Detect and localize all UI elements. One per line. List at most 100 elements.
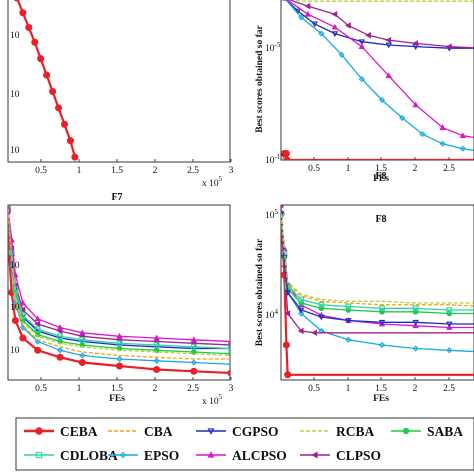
- legend-marker: [311, 451, 318, 459]
- series-ceba-point: [19, 334, 27, 342]
- series-ceba-point: [25, 23, 33, 32]
- series-ceba-line: [16, 0, 76, 158]
- y-tick-label: 10: [10, 303, 20, 313]
- series-alcpso-point: [304, 10, 312, 17]
- series-epso-point: [345, 336, 352, 343]
- legend-item-cba: CBA: [108, 424, 173, 439]
- series-cdloba-point: [345, 303, 352, 310]
- series-alcpso-line: [8, 208, 230, 343]
- series-cgpso-point: [311, 21, 318, 28]
- y-tick-label: 10: [10, 90, 20, 100]
- series-ceba-point: [37, 55, 45, 63]
- series-ceba-point: [54, 104, 63, 112]
- series-alcpso-point: [56, 324, 64, 330]
- y-tick-label: 10: [10, 261, 20, 271]
- legend-marker: [35, 427, 43, 435]
- series-cdloba-point: [12, 286, 19, 292]
- panel-title: F8: [375, 171, 386, 182]
- series-epso-point: [439, 140, 446, 147]
- x-tick-label: 2.5: [443, 384, 455, 394]
- x-tick-label: 2.5: [187, 384, 199, 394]
- series-epso-point: [8, 263, 15, 270]
- series-epso-point: [116, 355, 123, 363]
- legend-label: ALCPSO: [232, 448, 287, 463]
- x-tick-label: 1: [346, 164, 351, 174]
- series-clpso-point: [34, 320, 41, 328]
- panel-bottom-left: 0.5 1 1.5 2 2.5 3 10 10 10 x 105 FEs F7: [7, 192, 234, 407]
- x-tick-label: 1: [346, 384, 351, 394]
- legend-label: SABA: [427, 424, 463, 439]
- series-alcpso-line: [281, 213, 474, 329]
- series-clpso-line: [288, 0, 474, 49]
- series-ceba-point: [19, 9, 27, 17]
- series-epso-point: [190, 359, 197, 366]
- series-clpso-point: [281, 205, 284, 209]
- series-alcpso-point: [153, 334, 160, 341]
- x-tick-label: 1.5: [111, 384, 123, 394]
- series-cgpso-point: [378, 319, 386, 326]
- legend-marker: [119, 451, 127, 459]
- series-epso-point: [56, 347, 64, 354]
- series-rcba-line: [291, 0, 474, 2]
- y-tick-label: 10: [10, 31, 20, 41]
- legend-label: CGPSO: [232, 424, 279, 439]
- x-tick-label: 3: [229, 384, 234, 394]
- series-saba-point: [190, 349, 197, 355]
- series-epso-point: [298, 14, 305, 21]
- series-cgpso-point: [412, 319, 419, 326]
- panel-title: F8: [375, 214, 386, 225]
- series-cba-line: [281, 213, 474, 307]
- series-cgpso-point: [284, 290, 291, 296]
- series-cdloba-point: [8, 249, 15, 256]
- x-tick-label: 2.5: [187, 166, 199, 176]
- series-alcpso-point: [116, 332, 123, 339]
- series-cgpso-point: [446, 321, 453, 328]
- series-cgpso-line: [285, 0, 474, 49]
- series-epso-point: [358, 75, 365, 83]
- legend-label: CDLOBA: [60, 448, 118, 463]
- legend-box: [15, 417, 474, 471]
- series-epso-point: [412, 345, 419, 352]
- series-epso-point: [79, 352, 86, 359]
- y-axis-label: Best scores obtained so far: [255, 24, 265, 132]
- legend-marker: [207, 451, 215, 458]
- series-cba-line: [8, 208, 230, 360]
- series-epso-point: [318, 30, 325, 37]
- series-ceba-point: [56, 353, 64, 361]
- series-cdloba-point: [57, 333, 63, 340]
- legend-label: CBA: [144, 424, 173, 439]
- series-clpso-point: [365, 32, 371, 39]
- series-epso-line: [8, 208, 230, 365]
- x-tick-label: 1.5: [111, 166, 123, 176]
- series-ceba-point: [115, 362, 124, 370]
- legend-item-ceba: CEBA: [24, 424, 98, 439]
- series-cdloba-point: [318, 301, 325, 308]
- series-clpso-point: [445, 43, 452, 50]
- series-epso-point: [378, 96, 386, 104]
- x-multiplier: x 105: [202, 393, 223, 407]
- series-cdloba-line: [8, 208, 230, 350]
- x-tick-label: 2: [153, 384, 158, 394]
- series-group: [8, 205, 230, 377]
- x-axis-label: FEs: [109, 394, 125, 404]
- series-epso-point: [399, 114, 406, 121]
- x-tick-label: 0.5: [308, 384, 320, 394]
- series-cdloba-point: [116, 340, 123, 347]
- series-clpso-point: [284, 310, 291, 317]
- y-tick-label: 10-5: [265, 41, 281, 54]
- legend-marker: [35, 451, 43, 459]
- series-alcpso-point: [385, 72, 392, 79]
- series-alcpso-point: [12, 271, 19, 278]
- series-alcpso-point: [358, 43, 366, 49]
- series-clpso-point: [311, 329, 318, 336]
- x-tick-label: 1: [77, 166, 82, 176]
- series-cgpso-point: [345, 318, 352, 324]
- series-cdloba-point: [298, 296, 305, 303]
- series-clpso-point: [412, 40, 419, 47]
- legend-item-alcpso: ALCPSO: [196, 448, 287, 463]
- x-tick-label: 1.5: [375, 384, 387, 394]
- series-cgpso-point: [385, 42, 392, 49]
- series-group: [281, 0, 474, 160]
- y-tick-label: 10: [10, 346, 20, 356]
